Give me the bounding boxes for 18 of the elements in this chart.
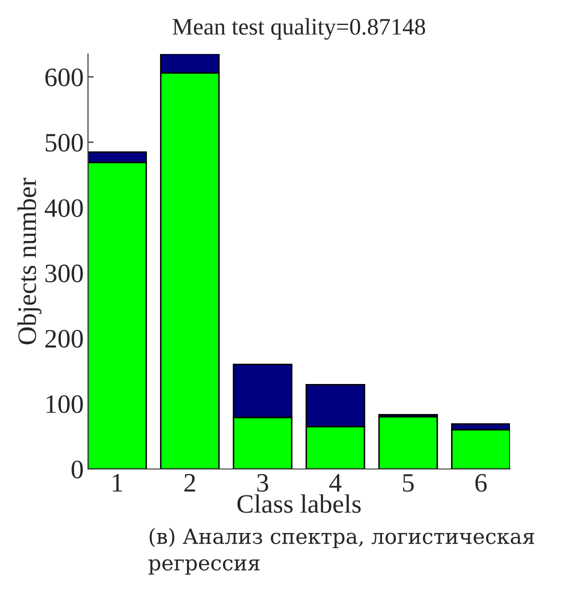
x-axis-title: Class labels [237,494,361,513]
x-tick-label: 3 [257,474,268,492]
text: (в) Анализ спектра, логистическая регрессия [148,528,534,575]
x-tick-label: 5 [403,474,414,492]
x-tick-label: 6 [475,474,487,492]
y-tick-label: 600 [45,68,83,86]
y-tick-label: 100 [46,395,83,414]
y-tick-label: 500 [46,134,83,152]
x-tick-label: 4 [329,474,342,492]
x-tick-label: 1 [112,474,122,492]
y-tick-label: 300 [46,264,83,282]
x-tick-label: 2 [184,474,196,492]
y-tick-label: 200 [45,330,83,348]
chart-title: Mean test quality=0.87148 [172,18,426,40]
y-tick-label: 400 [44,199,83,217]
y-tick-label: 0 [72,460,83,478]
y-axis-title: Objects number [18,178,42,344]
bar [378,416,438,469]
